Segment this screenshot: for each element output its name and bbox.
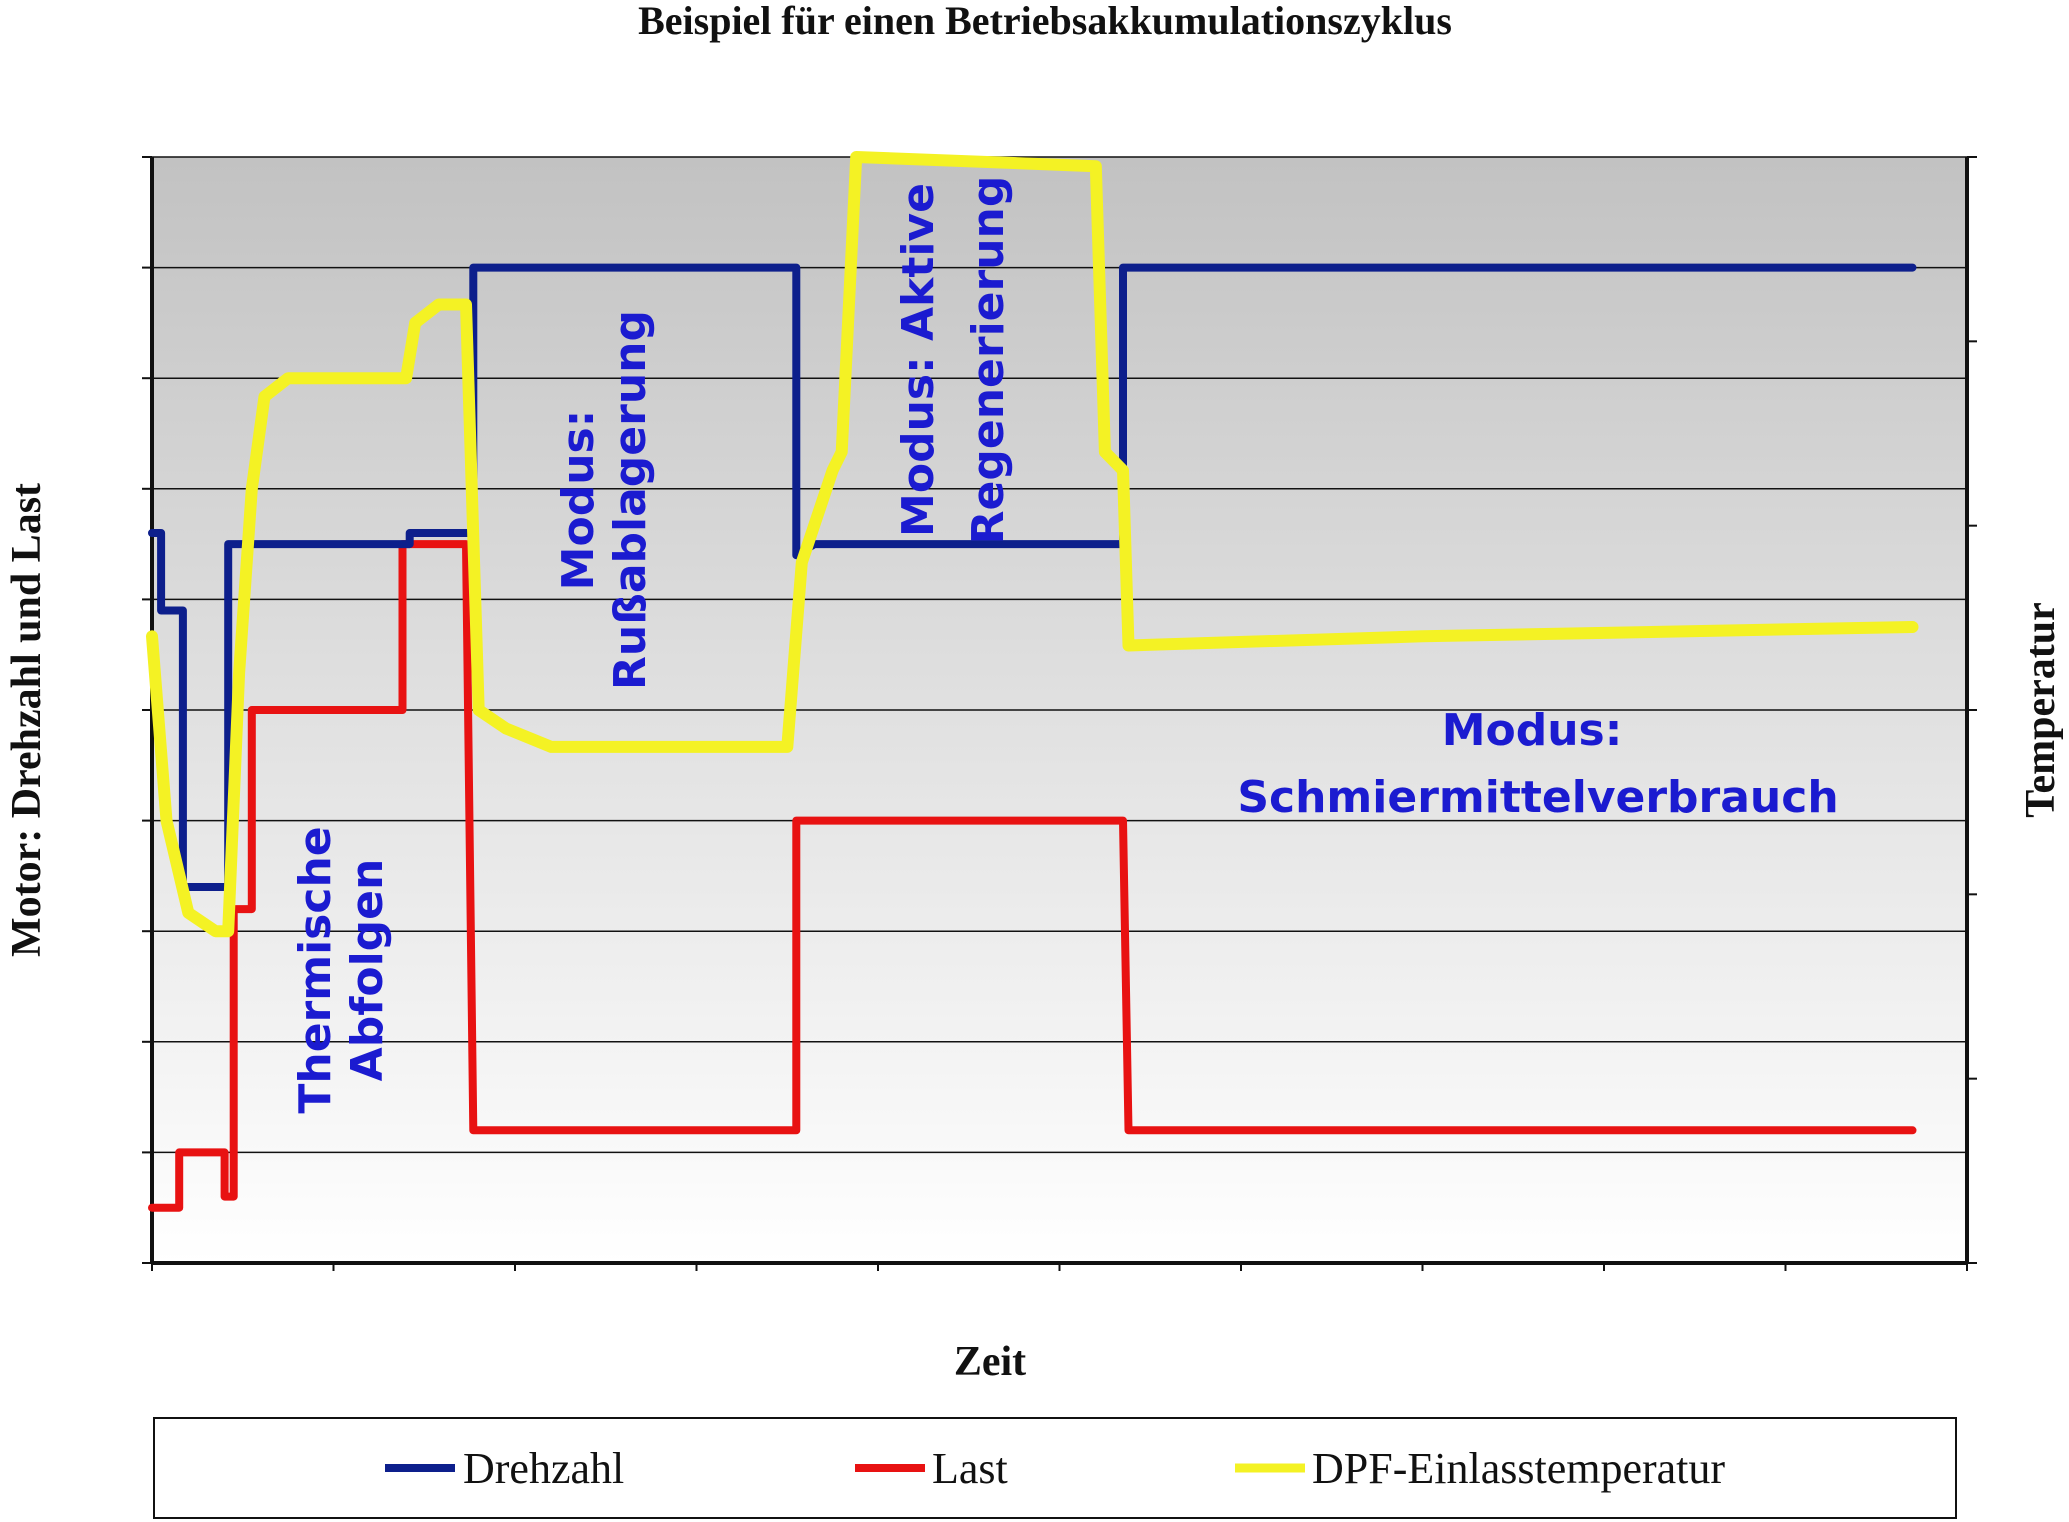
chart-title: Beispiel für einen Betriebsakkumulations… (638, 0, 1452, 43)
annotation-text: Modus: (553, 410, 604, 591)
legend-label-last: Last (932, 1444, 1008, 1493)
annotation-russablagerung: Modus: Rußablagerung (553, 310, 656, 690)
annotation-text: Modus: Aktive (893, 183, 944, 537)
annotation-thermische: Thermische Abfolgen (290, 826, 393, 1113)
annotation-text: Rußablagerung (605, 310, 656, 690)
y2-axis-title: Temperatur (2018, 602, 2064, 817)
annotation-text: Abfolgen (342, 859, 393, 1082)
legend-label-dpf: DPF-Einlasstemperatur (1312, 1444, 1725, 1493)
legend-box (153, 1417, 1957, 1519)
x-axis-title: Zeit (954, 1339, 1026, 1385)
annotation-aktive-regenerierung: Modus: Aktive Regenerierung (893, 176, 1014, 545)
annotation-text: Regenerierung (963, 176, 1014, 545)
series-line-last (148, 540, 1917, 1212)
series-line-drehzahl (148, 263, 1917, 891)
series-layer (146, 151, 1919, 1212)
gridlines (152, 156, 1967, 1154)
annotation-text: Thermische (290, 826, 341, 1113)
annotation-schmiermittel-2: Schmiermittelverbrauch (1237, 772, 1838, 823)
annotation-schmiermittel-1: Modus: (1442, 705, 1623, 756)
series-line-dpf-einlasstemperatur (146, 151, 1919, 938)
legend-label-drehzahl: Drehzahl (463, 1444, 624, 1493)
legend: Drehzahl Last DPF-Einlasstemperatur (153, 1417, 1957, 1519)
y-axis-title: Motor: Drehzahl und Last (4, 483, 50, 957)
